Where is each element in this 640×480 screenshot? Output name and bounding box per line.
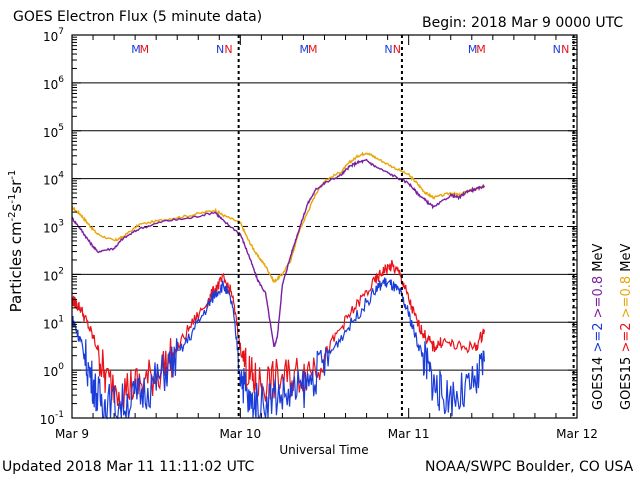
credit: NOAA/SWPC Boulder, CO USA bbox=[425, 459, 634, 475]
legend-goes15-text: GOES15 >=2 >=0.8 MeV bbox=[619, 244, 634, 410]
sat-marker-9: M bbox=[476, 43, 486, 56]
y-tick-label-4: 104 bbox=[43, 171, 64, 188]
legend-goes15-item-3: MeV bbox=[619, 244, 634, 276]
sat-marker-4: M bbox=[300, 43, 310, 56]
y-tick-label-3: 103 bbox=[43, 219, 64, 236]
y-tick-labels: 10-1 100 101 102 103 104 105 106 107 bbox=[40, 27, 65, 427]
satellite-markers: MM N N MM N N MM N N bbox=[131, 43, 569, 56]
y-tick-label-7: 107 bbox=[43, 27, 64, 44]
x-tick-labels: Mar 9 Mar 10 Mar 11 Mar 12 bbox=[55, 427, 598, 441]
sat-marker-6: N bbox=[384, 43, 392, 56]
legend-goes14-text: GOES14 >=2 >=0.8 MeV bbox=[591, 244, 606, 410]
sat-marker-10: N bbox=[553, 43, 561, 56]
y-axis-label: Particles cm-2s-1sr-1 bbox=[7, 170, 25, 313]
legend-goes14-item-3: MeV bbox=[591, 244, 606, 276]
y-tick-label--1: 10-1 bbox=[40, 410, 64, 427]
svg-text:Particles cm-2s-1sr-1: Particles cm-2s-1sr-1 bbox=[7, 170, 25, 313]
y-label-exp2: -1 bbox=[7, 194, 18, 204]
y-label-main: Particles cm bbox=[7, 221, 25, 312]
ticks-layer bbox=[71, 34, 578, 419]
sat-marker-2: N bbox=[216, 43, 224, 56]
legend-goes14-item-0: GOES14 bbox=[591, 357, 606, 410]
y-label-exp1: -2 bbox=[7, 211, 18, 221]
sat-marker-0: M bbox=[131, 43, 141, 56]
y-tick-label-6: 106 bbox=[43, 75, 64, 92]
legend-goes15-item-1: >=2 bbox=[619, 322, 634, 356]
midnight-markers bbox=[237, 35, 575, 418]
sat-marker-11: N bbox=[561, 43, 569, 56]
legend-goes15: GOES15 >=2 >=0.8 MeV bbox=[619, 244, 634, 410]
sat-marker-5: M bbox=[308, 43, 318, 56]
chart-title: GOES Electron Flux (5 minute data) bbox=[13, 9, 263, 25]
y-label-sr: sr bbox=[7, 179, 25, 194]
legend-goes15-item-2: >=0.8 bbox=[619, 276, 634, 323]
x-axis-label: Universal Time bbox=[279, 443, 368, 457]
x-tick-label-0: Mar 9 bbox=[55, 427, 89, 441]
legend-goes14-item-1: >=2 bbox=[591, 322, 606, 356]
sat-marker-8: M bbox=[468, 43, 478, 56]
series-line-3 bbox=[71, 277, 485, 420]
y-label-exp3: -1 bbox=[7, 170, 18, 180]
y-tick-label-5: 105 bbox=[43, 123, 64, 140]
sat-marker-7: N bbox=[393, 43, 401, 56]
series-layer bbox=[71, 151, 486, 420]
y-label-s: s bbox=[7, 203, 25, 211]
y-tick-label-0: 100 bbox=[43, 362, 64, 379]
x-tick-label-2: Mar 11 bbox=[388, 427, 430, 441]
sat-marker-1: M bbox=[140, 43, 150, 56]
y-tick-label-1: 101 bbox=[43, 314, 64, 331]
gridlines bbox=[72, 82, 577, 371]
updated-time: Updated 2018 Mar 11 11:11:02 UTC bbox=[2, 459, 255, 475]
series-line-0 bbox=[71, 151, 485, 284]
x-tick-label-1: Mar 10 bbox=[219, 427, 261, 441]
begin-time: Begin: 2018 Mar 9 0000 UTC bbox=[422, 15, 624, 31]
legend-goes14: GOES14 >=2 >=0.8 MeV bbox=[591, 244, 606, 410]
legend-goes14-item-2: >=0.8 bbox=[591, 276, 606, 323]
legend-goes15-item-0: GOES15 bbox=[619, 357, 634, 410]
series-line-1 bbox=[71, 158, 486, 348]
sat-marker-3: N bbox=[224, 43, 232, 56]
x-tick-label-3: Mar 12 bbox=[556, 427, 598, 441]
y-tick-label-2: 102 bbox=[43, 266, 64, 283]
